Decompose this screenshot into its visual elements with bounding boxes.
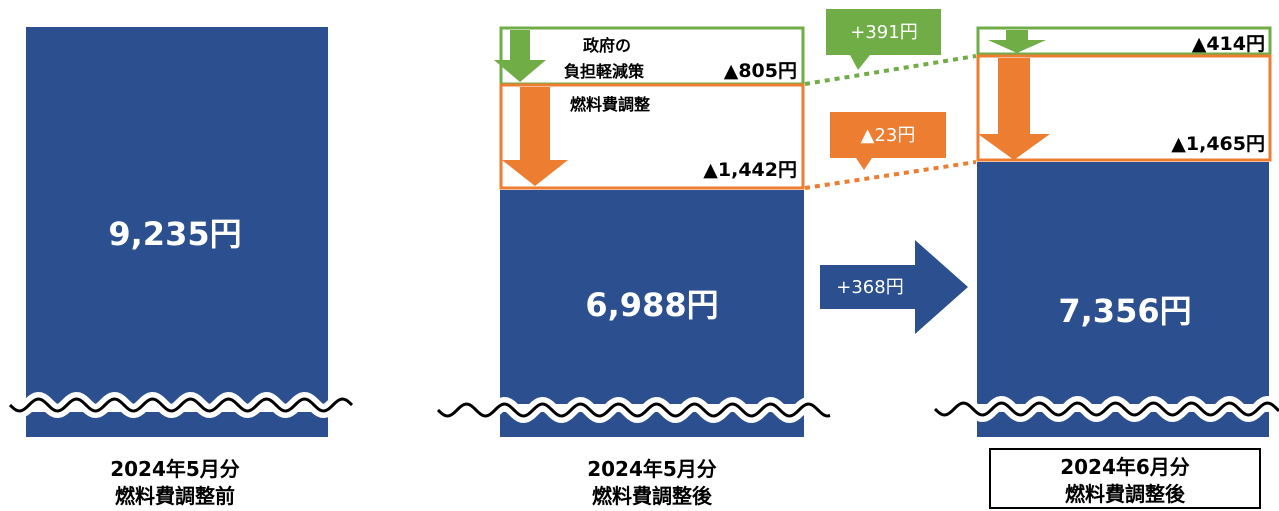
callout-government-change: +391円 bbox=[826, 9, 941, 70]
total-change-label: +368円 bbox=[836, 277, 903, 298]
category-label-1-line2: 燃料費調整後 bbox=[592, 484, 713, 508]
bar-group-0: 9,235円 bbox=[26, 27, 328, 437]
callout-government-change-label: +391円 bbox=[850, 22, 917, 43]
bar-2 bbox=[977, 162, 1269, 437]
bar-0 bbox=[26, 27, 328, 437]
category-label-1: 2024年5月分 燃料費調整後 bbox=[587, 457, 717, 508]
bar-1-government-title-2: 負担軽減策 bbox=[564, 62, 645, 81]
callout-fuel-change-box bbox=[830, 112, 946, 158]
callout-government-change-box bbox=[826, 9, 941, 55]
bar-1-fuel-title: 燃料費調整 bbox=[570, 95, 650, 114]
total-change-arrow-shape bbox=[820, 240, 968, 334]
bar-1 bbox=[500, 190, 804, 437]
green-dotted-connector bbox=[804, 54, 977, 86]
callout-fuel-change: ▲23円 bbox=[830, 112, 946, 170]
total-change-arrow: +368円 bbox=[820, 240, 968, 334]
category-label-0-line2: 燃料費調整前 bbox=[115, 484, 235, 508]
bar-group-1: 6,988円 政府の 負担軽減策 ▲805円 燃料費調整 ▲1,442円 bbox=[494, 26, 805, 437]
category-label-2: 2024年6月分 燃料費調整後 bbox=[989, 448, 1261, 509]
bar-2-value-label: 7,356円 bbox=[1058, 292, 1191, 330]
bar-1-fuel-arrow bbox=[502, 87, 568, 186]
callout-government-change-pointer bbox=[850, 55, 870, 70]
bar-1-government-arrow bbox=[494, 30, 546, 82]
bar-1-government-value: ▲805円 bbox=[724, 60, 797, 82]
category-label-1-line1: 2024年5月分 bbox=[587, 457, 717, 481]
bar-1-value-label: 6,988円 bbox=[585, 286, 718, 324]
bar-2-fuel-value: ▲1,465円 bbox=[1171, 133, 1265, 155]
category-label-0-line1: 2024年5月分 bbox=[110, 457, 240, 481]
bar-2-government-arrow bbox=[988, 30, 1046, 53]
callout-fuel-change-label: ▲23円 bbox=[861, 125, 916, 146]
bar-group-2: 7,356円 ▲414円 ▲1,465円 bbox=[976, 26, 1272, 437]
callout-fuel-change-pointer bbox=[856, 158, 872, 170]
orange-dotted-connector bbox=[804, 160, 977, 190]
axis-break-wave-0-line bbox=[8, 397, 354, 413]
axis-break-wave-1-line bbox=[436, 402, 831, 418]
bar-2-fuel-arrow bbox=[978, 58, 1050, 160]
category-label-2-line1: 2024年6月分 bbox=[1060, 455, 1190, 479]
bar-1-government-title-1: 政府の bbox=[583, 36, 631, 55]
category-label-0: 2024年5月分 燃料費調整前 bbox=[110, 457, 240, 508]
category-label-2-line2: 燃料費調整後 bbox=[1065, 482, 1186, 506]
bar-1-fuel-value: ▲1,442円 bbox=[703, 159, 797, 181]
axis-break-wave-2-line bbox=[933, 401, 1279, 417]
axis-break-group bbox=[0, 391, 1279, 424]
bar-0-value-label: 9,235円 bbox=[108, 215, 241, 253]
category-label-2-highlight-box bbox=[989, 448, 1261, 509]
bar-2-government-value: ▲414円 bbox=[1192, 33, 1265, 55]
